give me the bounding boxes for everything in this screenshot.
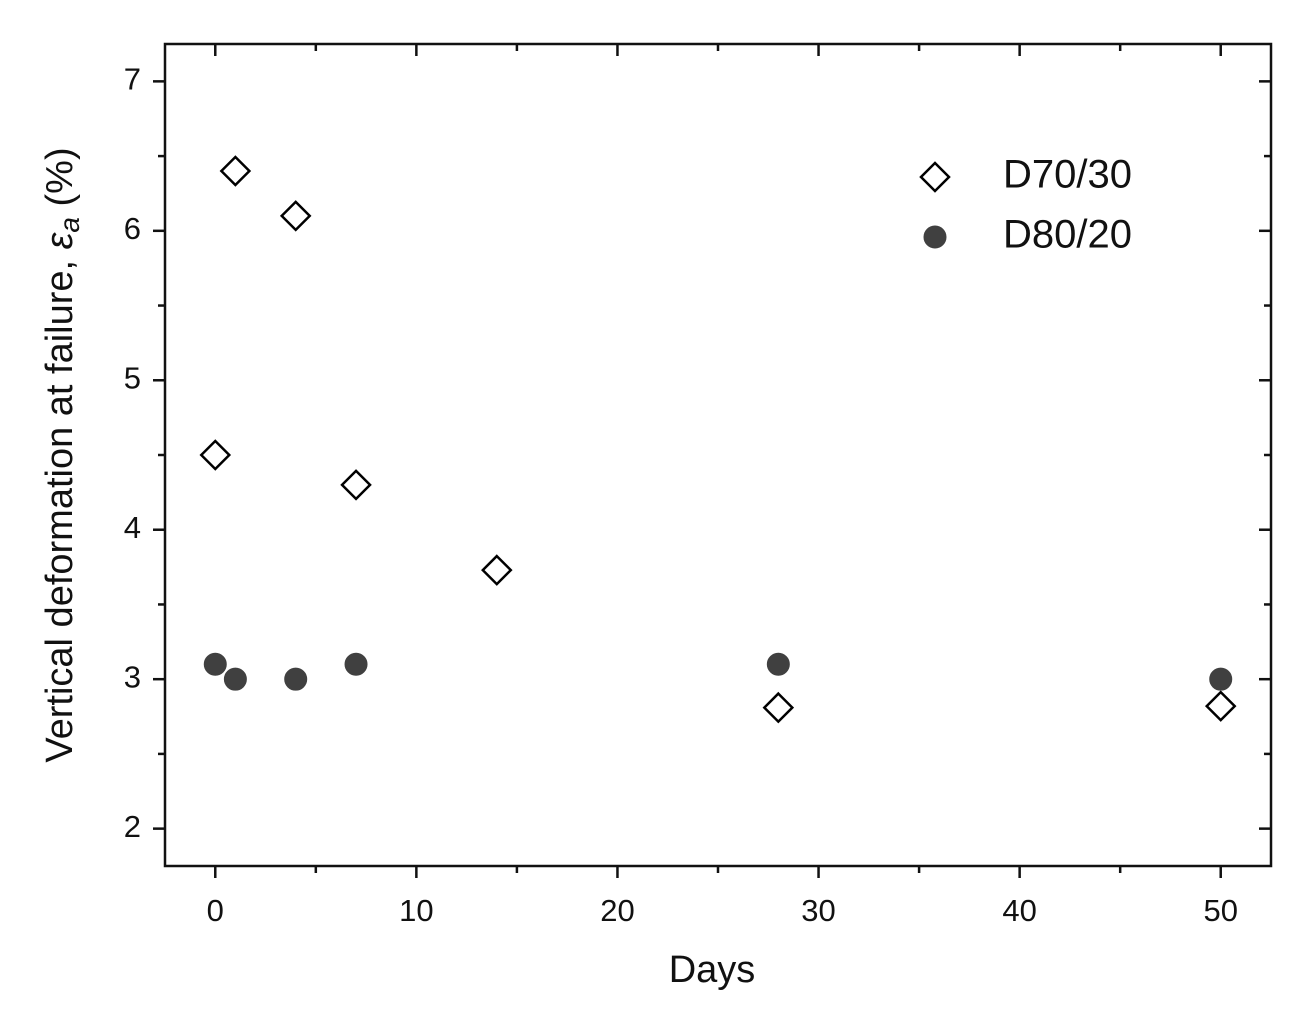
- x-tick-label: 10: [399, 893, 433, 928]
- x-tick-label: 0: [207, 893, 224, 928]
- y-tick-label: 5: [124, 360, 141, 395]
- marker-circle: [1209, 667, 1233, 691]
- x-tick-label: 20: [600, 893, 634, 928]
- y-label-symbol: ε: [39, 231, 81, 249]
- y-label-space: [39, 207, 81, 218]
- y-label-subscript: a: [54, 217, 85, 233]
- y-tick-label: 7: [124, 62, 141, 97]
- marker-circle: [923, 225, 947, 249]
- marker-diamond: [762, 691, 795, 724]
- marker-circle: [766, 652, 790, 676]
- legend-label: D70/30: [1003, 153, 1132, 197]
- y-tick-label: 4: [124, 510, 141, 545]
- marker-circle: [284, 667, 308, 691]
- marker-circle: [344, 652, 368, 676]
- y-label-text: Vertical deformation at failure,: [39, 249, 81, 762]
- marker-diamond: [340, 469, 372, 501]
- y-label-unit: (%): [39, 147, 81, 206]
- y-tick-label: 3: [124, 659, 141, 694]
- marker-diamond: [1204, 690, 1237, 722]
- y-axis-label: Vertical deformation at failure, εa (%): [39, 147, 85, 762]
- marker-diamond: [919, 161, 951, 193]
- marker-diamond: [481, 554, 513, 586]
- y-tick-label: 2: [124, 809, 141, 844]
- x-tick-label: 30: [801, 893, 835, 928]
- x-axis-label: Days: [669, 949, 756, 991]
- legend-label: D80/20: [1003, 213, 1132, 257]
- x-tick-label: 50: [1203, 893, 1237, 928]
- marker-diamond: [199, 439, 232, 471]
- marker-circle: [223, 667, 247, 691]
- marker-diamond: [279, 200, 312, 232]
- marker-circle: [203, 652, 227, 676]
- marker-diamond: [219, 155, 252, 187]
- y-tick-label: 6: [124, 211, 141, 246]
- x-tick-label: 40: [1002, 893, 1036, 928]
